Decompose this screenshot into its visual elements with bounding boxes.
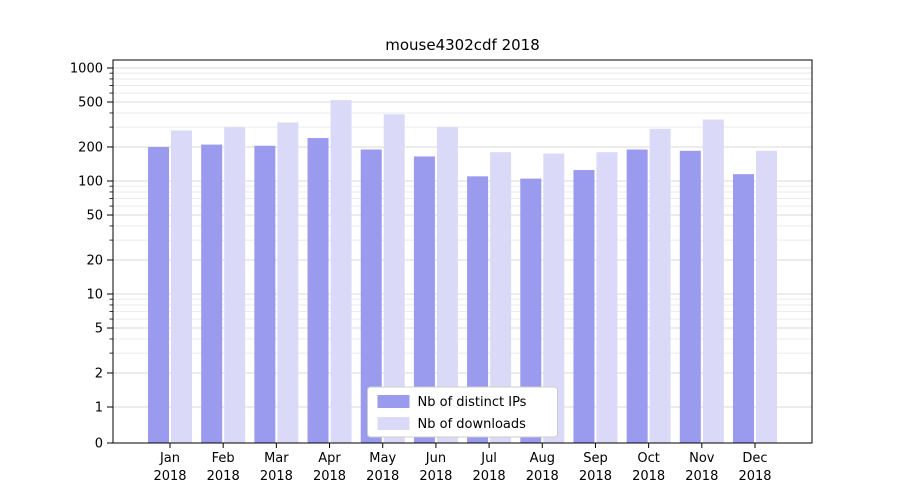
- y-tick-label: 1000: [70, 62, 103, 77]
- y-tick-label: 100: [78, 175, 103, 190]
- bar-distinct-ips-may: [360, 149, 382, 443]
- bar-distinct-ips-jun: [413, 156, 435, 443]
- legend-label-1: Nb of downloads: [418, 417, 527, 432]
- bar-distinct-ips-oct: [626, 149, 648, 443]
- bar-downloads-aug: [543, 153, 565, 444]
- bar-distinct-ips-mar: [254, 145, 276, 443]
- y-tick-label: 0: [95, 437, 103, 452]
- bar-downloads-apr: [330, 100, 352, 444]
- y-tick-label: 2: [95, 366, 103, 381]
- legend-swatch-1: [377, 417, 410, 430]
- y-tick-label: 1: [95, 401, 103, 416]
- legend-swatch-0: [377, 395, 410, 408]
- bar-distinct-ips-feb: [201, 144, 223, 443]
- bar-downloads-sep: [596, 152, 618, 443]
- bar-downloads-feb: [224, 127, 246, 443]
- x-tick-label: May 2018: [366, 451, 399, 484]
- bar-distinct-ips-jul: [467, 176, 489, 443]
- x-tick-label: Mar 2018: [260, 451, 293, 484]
- bar-downloads-may: [383, 114, 405, 443]
- bar-distinct-ips-dec: [733, 174, 754, 443]
- bar-distinct-ips-jan: [148, 146, 169, 443]
- bar-distinct-ips-sep: [573, 170, 595, 443]
- bar-distinct-ips-apr: [307, 138, 329, 443]
- bar-distinct-ips-nov: [679, 150, 701, 443]
- chart-title: mouse4302cdf 2018: [385, 36, 540, 54]
- y-tick-label: 50: [86, 209, 103, 224]
- x-tick-label: Dec 2018: [738, 451, 771, 484]
- bar-downloads-jul: [490, 152, 512, 443]
- bar-downloads-jun: [436, 127, 458, 443]
- y-tick-label: 10: [86, 288, 103, 303]
- legend: [367, 386, 558, 438]
- y-tick-label: 5: [95, 322, 103, 337]
- y-tick-label: 20: [86, 253, 103, 268]
- x-tick-label: Sep 2018: [579, 451, 612, 484]
- y-tick-label: 500: [78, 96, 103, 111]
- plot-border: [112, 59, 813, 444]
- bar-downloads-dec: [756, 150, 777, 443]
- bar-downloads-jan: [171, 130, 192, 444]
- x-tick-label: Jan 2018: [153, 451, 186, 484]
- legend-label-0: Nb of distinct IPs: [418, 395, 527, 410]
- y-tick-label: 200: [78, 140, 103, 155]
- x-tick-label: Jun 2018: [419, 451, 452, 484]
- x-tick-label: Aug 2018: [526, 451, 559, 484]
- bar-downloads-oct: [649, 128, 671, 443]
- x-tick-label: Apr 2018: [313, 451, 346, 484]
- bar-downloads-mar: [277, 122, 299, 443]
- x-tick-label: Oct 2018: [632, 451, 665, 484]
- x-tick-label: Jul 2018: [473, 451, 506, 484]
- bar-downloads-nov: [702, 119, 724, 443]
- x-tick-label: Nov 2018: [685, 451, 718, 484]
- x-tick-label: Feb 2018: [207, 451, 240, 484]
- bar-distinct-ips-aug: [520, 178, 542, 444]
